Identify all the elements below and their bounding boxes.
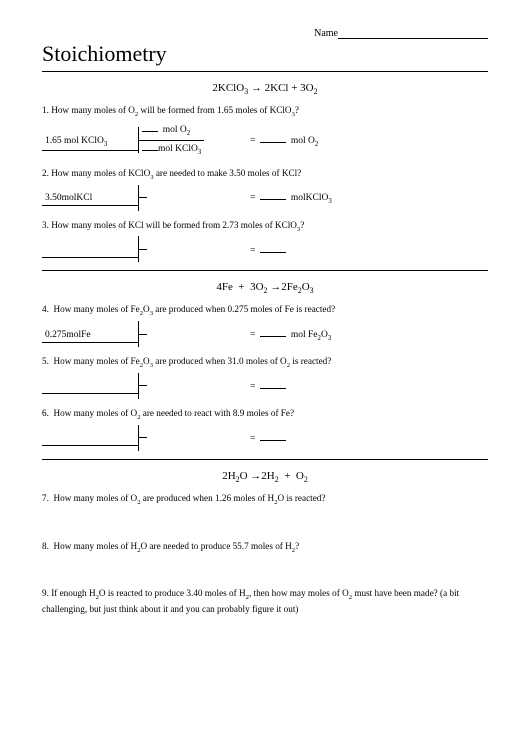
equation-2: 4Fe + 3O2 →2Fe2O3: [42, 281, 488, 295]
frac-top: [139, 322, 147, 335]
work-row-1: 1.65 mol KClO3 mol O2mol KClO3 = mol O2: [42, 122, 488, 159]
answer-4: = mol Fe2O3: [242, 321, 488, 347]
given-4: 0.275molFe: [42, 330, 138, 343]
fraction-5: [139, 373, 147, 398]
work-row-6: =: [42, 425, 488, 451]
frac-bot: [139, 335, 147, 347]
question-3: 3. How many moles of KCl will be formed …: [42, 219, 488, 235]
page-title: Stoichiometry: [42, 41, 488, 67]
work-row-3: =: [42, 236, 488, 262]
frac-bot: [139, 250, 147, 262]
question-1: 1. How many moles of O2 will be formed f…: [42, 104, 488, 120]
given-5: [42, 381, 138, 394]
frac-bot: [139, 198, 147, 210]
work-row-4: 0.275molFe = mol Fe2O3: [42, 321, 488, 347]
divider: [42, 459, 488, 460]
work-row-5: =: [42, 373, 488, 399]
name-row: Name: [42, 28, 488, 39]
frac-top: [139, 237, 147, 250]
answer-3: =: [242, 236, 488, 262]
question-5: 5. How many moles of Fe2O3 are produced …: [42, 355, 488, 371]
answer-5: =: [242, 373, 488, 399]
fraction-1: mol O2mol KClO3: [139, 122, 204, 159]
frac-top: [139, 373, 147, 386]
answer-1: = mol O2: [242, 122, 488, 159]
worksheet-page: Name Stoichiometry 2KClO3 → 2KCl + 3O2 1…: [0, 0, 530, 749]
given-3: [42, 245, 138, 258]
question-8: 8. How many moles of H2O are needed to p…: [42, 540, 488, 556]
answer-6: =: [242, 425, 488, 451]
question-4: 4. How many moles of Fe2O3 are produced …: [42, 303, 488, 319]
work-row-2: 3.50molKCl = molKClO3: [42, 185, 488, 211]
question-7: 7. How many moles of O2 are produced whe…: [42, 492, 488, 508]
question-6: 6. How many moles of O2 are needed to re…: [42, 407, 488, 423]
given-6: [42, 433, 138, 446]
question-9: 9. If enough H2O is reacted to produce 3…: [42, 587, 488, 615]
divider: [42, 71, 488, 72]
frac-top: [139, 185, 147, 198]
fraction-3: [139, 237, 147, 262]
frac-top: mol O2: [139, 122, 204, 141]
given-2: 3.50molKCl: [42, 193, 138, 206]
frac-top: [139, 425, 147, 438]
fraction-4: [139, 322, 147, 347]
frac-bot: [139, 386, 147, 398]
divider: [42, 270, 488, 271]
fraction-6: [139, 425, 147, 450]
answer-2: = molKClO3: [242, 185, 488, 211]
frac-bot: [139, 438, 147, 450]
name-label: Name: [314, 28, 338, 39]
frac-bot: mol KClO3: [139, 141, 204, 159]
question-2: 2. How many moles of KClO3 are needed to…: [42, 167, 488, 183]
equation-3: 2H2O →2H2 + O2: [42, 470, 488, 484]
name-blank: [338, 38, 488, 39]
given-1: 1.65 mol KClO3: [42, 136, 138, 151]
fraction-2: [139, 185, 147, 210]
equation-1: 2KClO3 → 2KCl + 3O2: [42, 82, 488, 96]
